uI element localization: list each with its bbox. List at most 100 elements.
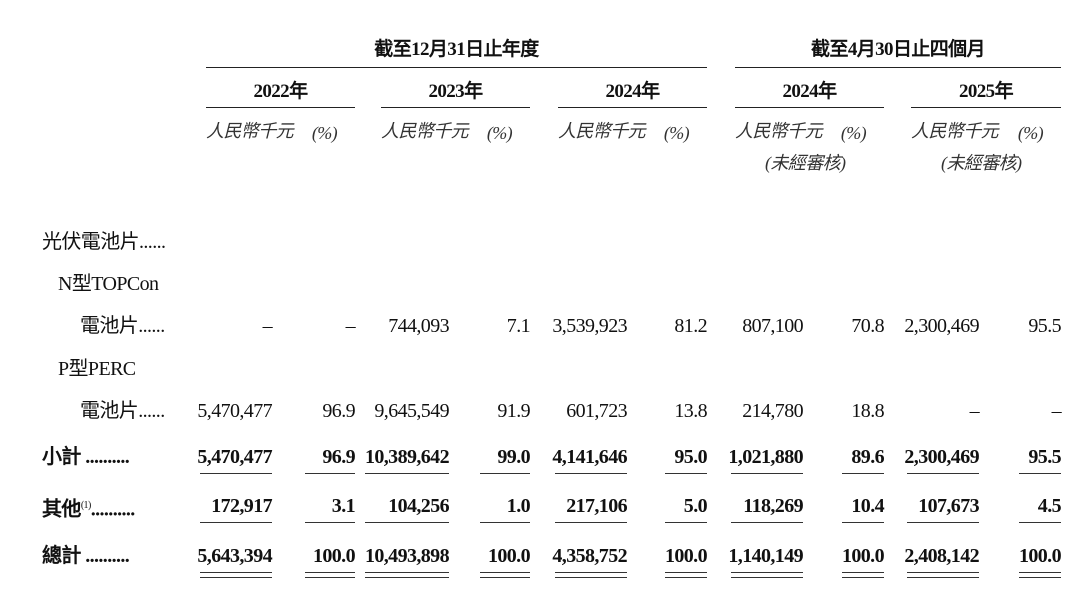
percent-cell: 95.5 [1028,315,1061,337]
underline [305,473,355,474]
underline [365,522,449,523]
row-label: N型TOPCon [58,273,159,295]
year-header: 2023年 [428,81,483,102]
underline [842,473,884,474]
underline [731,473,803,474]
underline [305,522,355,523]
amount-cell: 5,643,394 [197,545,272,567]
unit-percent: (%) [663,123,690,143]
underline [907,473,979,474]
percent-cell: 10.4 [851,495,884,517]
amount-cell: 9,645,549 [374,400,449,422]
row-label: 總計 .......... [42,545,130,567]
amount-cell: 172,917 [211,495,272,517]
double-underline [305,577,355,578]
percent-cell: 100.0 [312,545,356,567]
underline [480,473,530,474]
underline [1019,473,1061,474]
row-label: 光伏電池片...... [42,231,166,253]
amount-cell: 2,408,142 [904,545,979,567]
year-header: 2024年 [605,81,660,102]
percent-cell: 95.0 [674,446,707,468]
double-underline [842,577,884,578]
percent-cell: 4.5 [1037,495,1062,517]
percent-cell: – [1051,400,1062,422]
percent-cell: – [345,315,356,337]
percent-cell: 70.8 [851,315,884,337]
percent-cell: 91.9 [497,400,530,422]
underline [480,572,530,573]
underline [365,473,449,474]
underline [555,522,627,523]
percent-cell: 13.8 [674,400,707,422]
underline [480,522,530,523]
percent-cell: 5.0 [683,495,708,517]
amount-cell: 107,673 [918,495,979,517]
percent-cell: 100.0 [841,545,885,567]
underline [555,572,627,573]
amount-cell: 3,539,923 [552,315,627,337]
amount-cell: 4,141,646 [552,446,627,468]
double-underline [555,577,627,578]
percent-cell: 81.2 [674,315,707,337]
unit-amount: 人民幣千元 [381,121,469,141]
percent-cell: 99.0 [497,446,530,468]
underline [665,572,707,573]
unit-percent: (%) [840,123,867,143]
underline [665,473,707,474]
unit-amount: 人民幣千元 [206,121,294,141]
amount-cell: 118,269 [743,495,803,517]
unit-percent: (%) [1017,123,1044,143]
underline [200,572,272,573]
underline [200,522,272,523]
percent-cell: 100.0 [664,545,708,567]
divider [735,67,1061,68]
underline [665,522,707,523]
amount-cell: 214,780 [742,400,803,422]
underline [365,572,449,573]
divider [206,107,355,108]
row-label: 電池片...... [80,400,165,422]
amount-cell: 4,358,752 [552,545,627,567]
percent-cell: 1.0 [506,495,531,517]
underline [305,572,355,573]
underline [731,572,803,573]
amount-cell: 5,470,477 [197,400,272,422]
underline [731,522,803,523]
amount-cell: 10,389,642 [364,446,450,468]
amount-cell: 217,106 [566,495,627,517]
amount-cell: 5,470,477 [197,446,272,468]
header-year-ended: 截至12月31日止年度 [374,39,539,60]
double-underline [200,577,272,578]
percent-cell: 95.5 [1028,446,1061,468]
percent-cell: 18.8 [851,400,884,422]
amount-cell: 2,300,469 [904,446,979,468]
underline [842,572,884,573]
year-header: 2024年 [782,81,837,102]
amount-cell: 104,256 [388,495,449,517]
amount-cell: 1,021,880 [728,446,803,468]
unit-amount: 人民幣千元 [558,121,646,141]
unit-amount: 人民幣千元 [911,121,999,141]
amount-cell: – [969,400,980,422]
percent-cell: 100.0 [1018,545,1062,567]
amount-cell: 601,723 [566,400,627,422]
percent-cell: 100.0 [487,545,531,567]
row-label: P型PERC [58,358,136,380]
double-underline [907,577,979,578]
leader-dots: .......... [90,498,136,521]
divider [735,107,884,108]
divider [911,107,1061,108]
double-underline [480,577,530,578]
amount-cell: 1,140,149 [728,545,803,567]
percent-cell: 96.9 [322,400,355,422]
unit-amount: 人民幣千元 [735,121,823,141]
amount-cell: 10,493,898 [364,545,450,567]
row-label: 電池片...... [80,315,165,337]
underline [1019,522,1061,523]
divider [558,107,707,108]
header-four-months: 截至4月30日止四個月 [811,39,986,60]
unaudited-note: (未經審核) [941,153,1022,173]
underline [555,473,627,474]
double-underline [1019,577,1061,578]
